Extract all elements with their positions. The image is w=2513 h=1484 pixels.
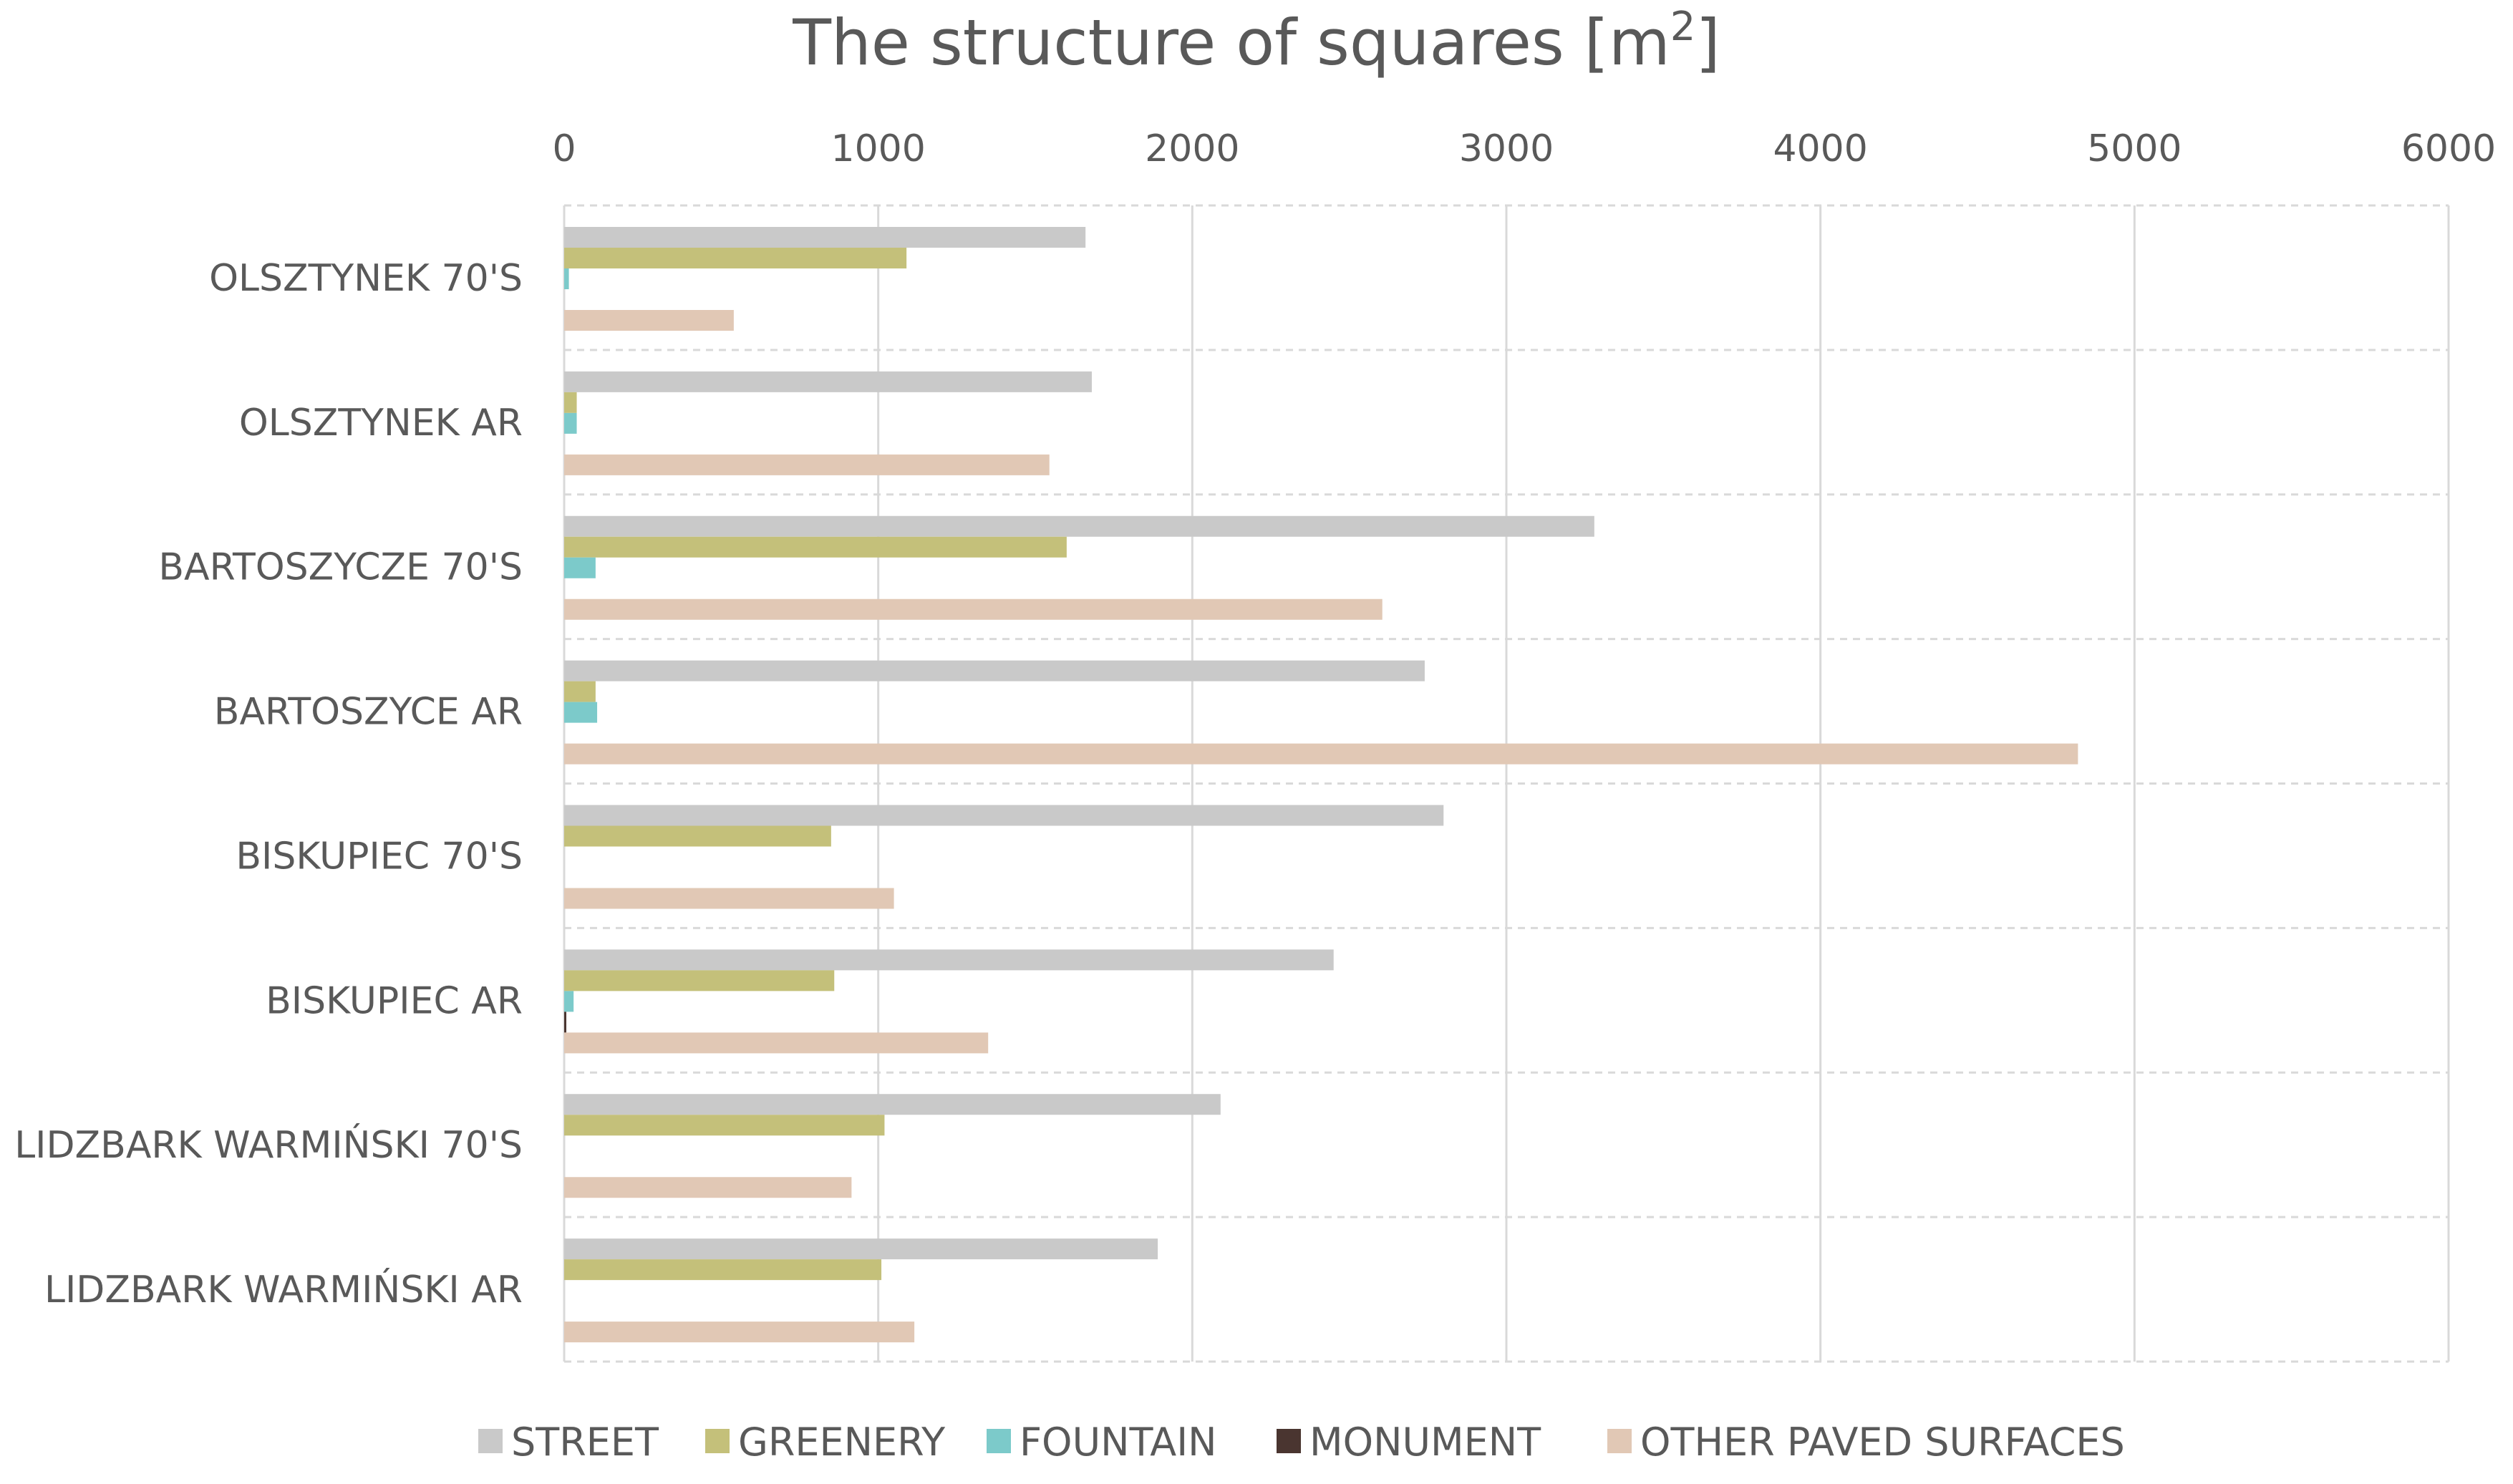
category-label: OLSZTYNEK 70'S (209, 257, 523, 300)
bar-greenery (564, 1259, 882, 1281)
bar-other-paved-surfaces (564, 598, 1383, 620)
bar-fountain (564, 412, 577, 434)
category-dividers (564, 204, 2449, 1363)
x-tick-label: 5000 (2087, 127, 2182, 170)
x-tick-label: 3000 (1459, 127, 1554, 170)
bar-greenery (564, 248, 907, 268)
bar-greenery (564, 1115, 885, 1136)
legend-label: GREENERY (738, 1420, 946, 1465)
category-label: LIDZBARK WARMIŃSKI 70'S (14, 1123, 523, 1167)
legend-label: OTHER PAVED SURFACES (1640, 1420, 2125, 1465)
x-tick-label: 4000 (1773, 127, 1867, 170)
chart-title: The structure of squares [m2] (792, 4, 1720, 79)
chart-title-close: ] (1695, 6, 1720, 79)
bar-greenery (564, 392, 577, 413)
x-tick-label: 6000 (2401, 127, 2496, 170)
bar-street (564, 949, 1334, 971)
legend-swatch (478, 1429, 503, 1453)
x-tick-label: 1000 (831, 127, 925, 170)
bar-other-paved-surfaces (564, 1177, 852, 1198)
bar-street (564, 371, 1092, 392)
legend-label: MONUMENT (1309, 1420, 1541, 1465)
chart-title-superscript: 2 (1670, 4, 1696, 50)
category-label: OLSZTYNEK AR (239, 402, 523, 445)
bar-fountain (564, 702, 598, 723)
bar-greenery (564, 536, 1067, 558)
bar-street (564, 805, 1444, 826)
bar-greenery (564, 681, 596, 702)
bar-fountain (564, 991, 574, 1012)
category-labels: OLSZTYNEK 70'S OLSZTYNEK AR BARTOSZYCZE 70… (14, 257, 523, 1311)
bar-fountain (564, 268, 569, 289)
category-label: BISKUPIEC 70'S (236, 835, 523, 878)
bar-other-paved-surfaces (564, 1321, 915, 1343)
legend: STREET GREENERY FOUNTAIN MONUMENT OTHER PAVE… (478, 1420, 2125, 1465)
legend-swatch (1277, 1429, 1301, 1453)
x-tick-label: 2000 (1145, 127, 1239, 170)
bar-greenery (564, 970, 835, 991)
bar-monument (564, 1012, 566, 1033)
chart-title-main: The structure of squares [m (792, 6, 1670, 79)
bar-other-paved-surfaces (564, 1032, 989, 1054)
bar-greenery (564, 825, 831, 847)
category-label: LIDZBARK WARMIŃSKI AR (44, 1268, 523, 1311)
chart-title-text: The structure of squares [m2] (792, 4, 1720, 79)
bar-other-paved-surfaces (564, 743, 2078, 765)
bar-street (564, 515, 1594, 537)
bar-street (564, 660, 1425, 682)
bar-street (564, 227, 1086, 248)
legend-swatch (705, 1429, 730, 1453)
bar-other-paved-surfaces (564, 888, 894, 909)
legend-label: STREET (511, 1420, 659, 1465)
bar-street (564, 1094, 1221, 1115)
bar-fountain (564, 557, 596, 578)
x-axis-ticks: 0 1000 2000 3000 4000 5000 6000 (552, 127, 2496, 170)
x-tick-label: 0 (552, 127, 576, 170)
bar-street (564, 1238, 1158, 1260)
bars (564, 227, 2078, 1343)
category-label: BARTOSZYCZE 70'S (158, 546, 523, 589)
category-label: BISKUPIEC AR (266, 979, 523, 1022)
bar-other-paved-surfaces (564, 310, 734, 331)
bar-other-paved-surfaces (564, 454, 1050, 475)
category-label: BARTOSZYCE AR (214, 691, 523, 734)
legend-label: FOUNTAIN (1020, 1420, 1217, 1465)
legend-swatch (987, 1429, 1011, 1453)
legend-swatch (1607, 1429, 1632, 1453)
